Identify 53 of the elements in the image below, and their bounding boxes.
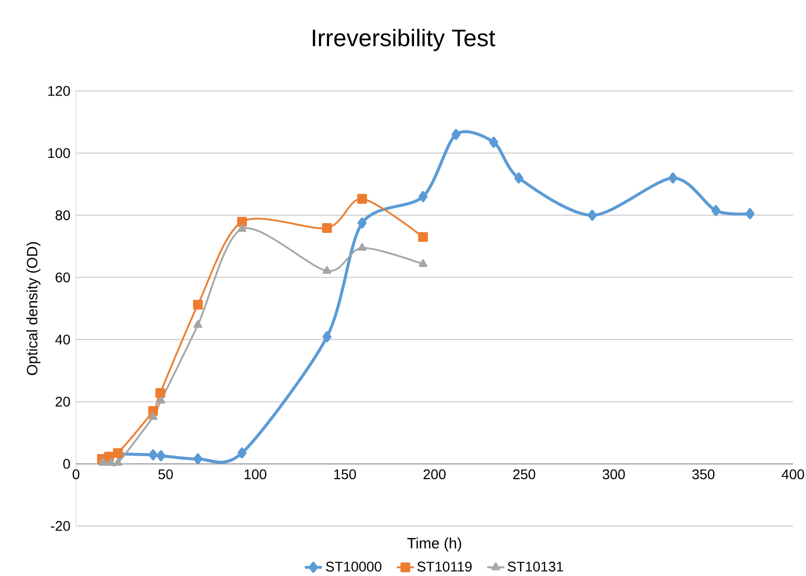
point [357, 194, 367, 204]
point [106, 458, 116, 466]
point [194, 320, 202, 328]
point [358, 218, 367, 229]
point [322, 223, 332, 233]
y-tick-label: 100 [48, 148, 70, 158]
y-tick-label: 80 [56, 210, 70, 220]
point [238, 447, 246, 458]
y-tick-label: 120 [48, 86, 70, 96]
x-tick-label: 50 [158, 469, 173, 480]
point [148, 449, 158, 460]
x-tick-label: 400 [782, 469, 804, 480]
point [193, 453, 202, 464]
legend-label: ST10131 [508, 562, 563, 572]
x-tick-label: 300 [602, 469, 625, 480]
point [588, 210, 597, 221]
point [238, 224, 246, 232]
point [322, 266, 332, 274]
point [452, 128, 461, 140]
x-tick-label: 100 [244, 469, 266, 480]
point [418, 191, 428, 202]
x-axis-title: Time (h) [407, 538, 462, 552]
point [711, 205, 720, 216]
point [358, 242, 366, 251]
legend-label: ST10000 [326, 562, 382, 572]
point [489, 136, 498, 148]
y-tick-label: 40 [55, 334, 70, 344]
x-tick-label: 150 [334, 469, 356, 480]
point [668, 172, 678, 184]
point [322, 331, 332, 342]
point [156, 396, 166, 404]
x-tick-label: 200 [424, 469, 446, 480]
point [193, 300, 203, 310]
point [418, 232, 428, 242]
legend-label: ST10119 [417, 562, 472, 572]
x-tick-label: 0 [72, 469, 80, 480]
point [155, 388, 166, 398]
x-tick-label: 350 [692, 469, 714, 480]
point [114, 458, 122, 466]
y-axis-title: Optical density (OD) [26, 242, 40, 376]
y-tick-label: 0 [63, 458, 70, 469]
point [514, 172, 524, 184]
chart-title: Irreversibility Test [312, 28, 496, 52]
x-tick-label: 250 [513, 469, 536, 480]
y-tick-label: 20 [56, 396, 70, 407]
point [156, 450, 166, 462]
point [237, 216, 247, 227]
y-tick-label: 60 [56, 272, 70, 282]
point [745, 208, 754, 220]
point [148, 412, 158, 420]
y-tick-label: -20 [50, 521, 70, 531]
point [98, 458, 108, 466]
point [418, 259, 428, 267]
